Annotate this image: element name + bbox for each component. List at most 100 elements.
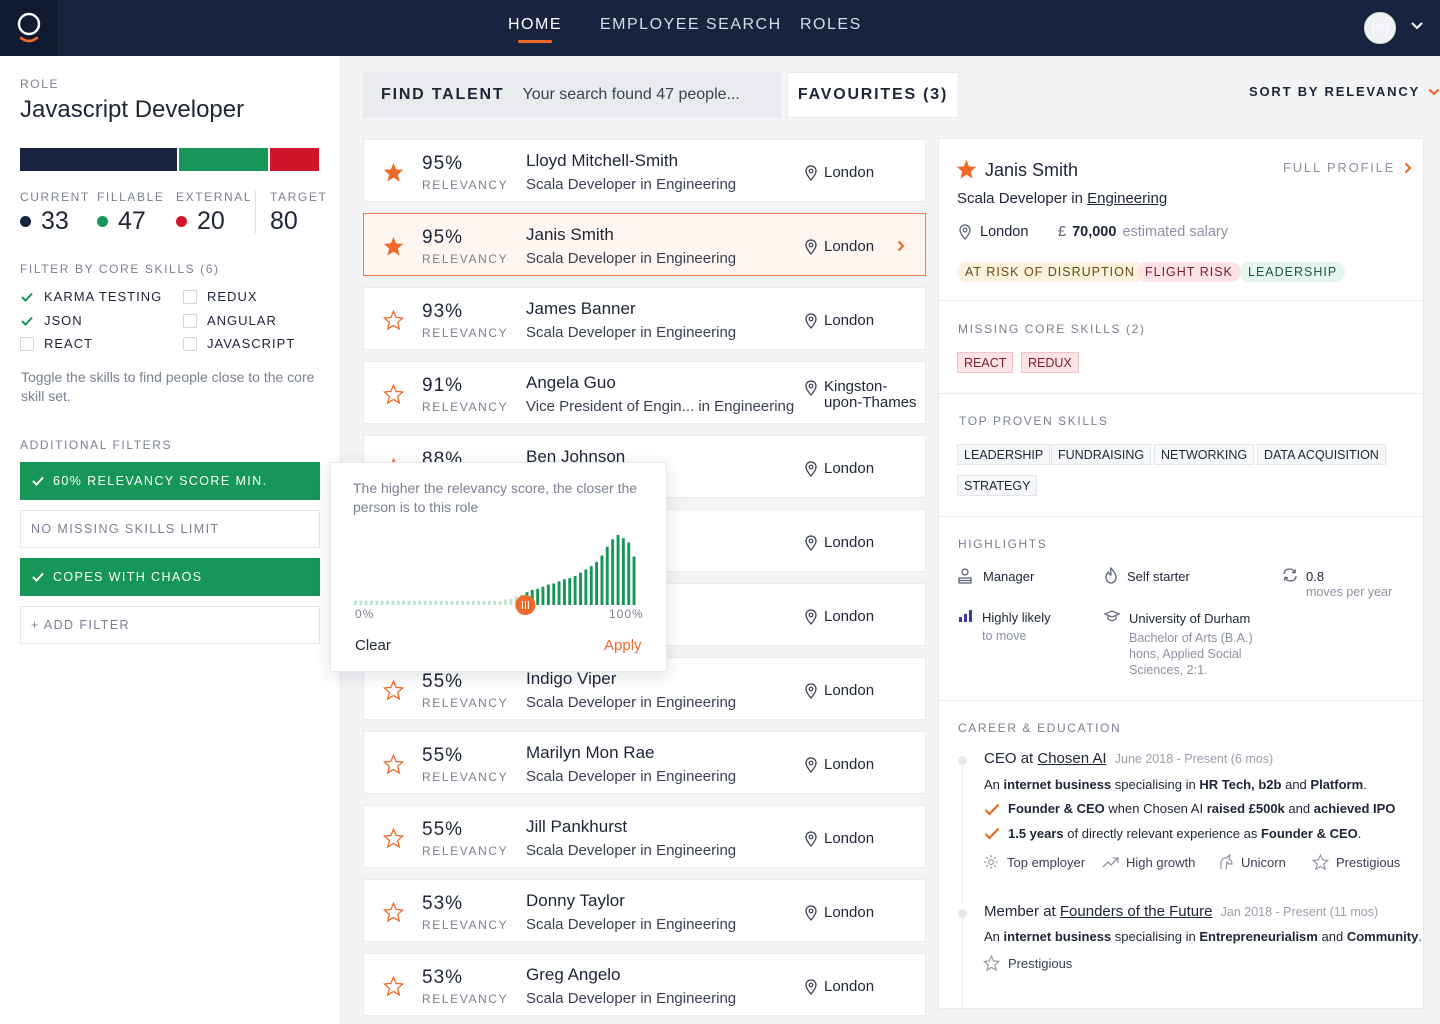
career-1-achievement-1: Founder & CEO when Chosen AI raised £500… (1008, 801, 1395, 816)
person-job: Scala Developer in Engineering (526, 768, 737, 785)
filter-copes-with-chaos[interactable]: COPES WITH CHAOS (20, 558, 320, 596)
relevancy-percent: 53% (422, 893, 464, 914)
star-outline-icon[interactable] (383, 828, 404, 848)
skill-json[interactable]: JSON (20, 313, 83, 328)
career-1-achievement-2: 1.5 years of directly relevant experienc… (1008, 826, 1361, 841)
checkbox[interactable] (20, 290, 34, 304)
full-profile-link[interactable]: FULL PROFILE (1283, 160, 1412, 175)
person-job: Scala Developer in Engineering (526, 324, 737, 341)
location-text: London (824, 164, 875, 181)
apply-button[interactable]: Apply (604, 637, 642, 654)
chevron-down-icon[interactable] (1410, 19, 1424, 33)
histogram-bar (396, 600, 400, 605)
star-outline-icon[interactable] (383, 902, 404, 922)
nav-employee-search[interactable]: EMPLOYEE SEARCH (600, 16, 782, 33)
star-filled-icon[interactable] (383, 162, 404, 182)
result-card[interactable]: 53% RELEVANCY Greg Angelo Scala Developer i… (363, 953, 926, 1016)
career-text: of directly relevant experience as (1067, 826, 1258, 841)
histogram-bar (514, 596, 518, 605)
skill-react[interactable]: REACT (20, 336, 93, 351)
star-outline-icon[interactable] (383, 976, 404, 996)
star-filled-icon[interactable] (956, 159, 977, 179)
skill-karma-testing[interactable]: KARMA TESTING (20, 289, 162, 304)
filter-missing-skills[interactable]: NO MISSING SKILLS LIMIT (20, 510, 320, 548)
checkbox[interactable] (183, 313, 197, 328)
star-outline-icon[interactable] (383, 310, 404, 330)
nav-home[interactable]: HOME (508, 16, 562, 43)
histogram-bar (418, 600, 422, 605)
role-title: Javascript Developer (20, 96, 245, 123)
profile-tag: FLIGHT RISK (1137, 262, 1241, 282)
skill-redux[interactable]: REDUX (183, 289, 258, 304)
top-nav-bar: HOME EMPLOYEE SEARCH ROLES MO (0, 0, 1440, 56)
career-1-company-link[interactable]: Chosen AI (1037, 750, 1107, 767)
badge-unicorn: Unicorn (1241, 855, 1286, 870)
tab-favourites[interactable]: FAVOURITES (3) (787, 72, 959, 118)
career-text: and (1288, 801, 1311, 816)
histogram-bar (552, 583, 556, 605)
result-card[interactable]: 55% RELEVANCY Indigo Viper Scala Developer … (363, 657, 926, 720)
career-text: An (984, 777, 1000, 792)
career-label: CAREER & EDUCATION (958, 721, 1122, 735)
career-text: specialising in (1114, 777, 1196, 792)
career-text: . (1357, 826, 1362, 841)
filter-relevancy-min[interactable]: 60% RELEVANCY SCORE MIN. (20, 462, 320, 500)
nav-roles[interactable]: ROLES (800, 16, 862, 33)
career-text: An (984, 929, 1000, 944)
histogram-bar (359, 600, 363, 605)
location-text: London (824, 830, 875, 847)
tab-find-talent-label: FIND TALENT (381, 86, 505, 103)
person-location: London (805, 460, 874, 477)
histogram-bar (621, 538, 625, 605)
histogram-bar (616, 535, 620, 605)
histogram-bar (530, 589, 534, 605)
person-location: London (805, 682, 874, 699)
checkbox[interactable] (183, 336, 197, 351)
checkbox[interactable] (183, 289, 197, 304)
result-card[interactable]: 55% RELEVANCY Jill Pankhurst Scala Develope… (363, 805, 926, 868)
profile-role-title: Scala Developer (957, 190, 1068, 207)
user-avatar[interactable]: MO (1364, 12, 1396, 44)
star-outline-icon[interactable] (383, 754, 404, 774)
add-filter-button[interactable]: + ADD FILTER (20, 606, 320, 644)
check-icon (984, 827, 1000, 840)
full-profile-label: FULL PROFILE (1283, 160, 1396, 175)
badge-prestigious: Prestigious (1336, 855, 1401, 870)
app-logo[interactable] (0, 0, 57, 56)
star-outline-icon[interactable] (383, 384, 404, 404)
career-2-company-link[interactable]: Founders of the Future (1059, 903, 1213, 920)
checkbox[interactable] (20, 336, 34, 351)
highlight-university: University of Durham (1129, 611, 1251, 626)
histogram-bar (632, 556, 636, 605)
result-card[interactable]: 91% RELEVANCY Angela Guo Vice President of … (363, 361, 926, 424)
timeline-line (962, 764, 963, 904)
relevancy-percent: 91% (422, 375, 464, 396)
career-text: HR Tech (1199, 777, 1252, 792)
career-text: . (1363, 777, 1367, 792)
department-link[interactable]: Engineering (1087, 190, 1168, 207)
relevancy-percent: 55% (422, 745, 464, 766)
sort-dropdown[interactable]: SORT BY RELEVANCY (1249, 84, 1440, 99)
histogram-bar (412, 600, 416, 605)
result-card[interactable]: 55% RELEVANCY Marilyn Mon Rae Scala Develop… (363, 731, 926, 794)
proven-skill-chip: NETWORKING (1154, 444, 1255, 465)
result-card[interactable]: 93% RELEVANCY James Banner Scala Developer … (363, 287, 926, 350)
manager-icon (958, 568, 972, 584)
skill-javascript[interactable]: JAVASCRIPT (183, 336, 295, 351)
star-filled-icon[interactable] (383, 236, 404, 256)
clear-button[interactable]: Clear (355, 637, 391, 654)
skill-angular[interactable]: ANGULAR (183, 313, 277, 328)
career-text: Founder & CEO (1008, 801, 1105, 816)
histogram-bar (375, 600, 379, 605)
career-text: and (1285, 777, 1307, 792)
person-location: London (805, 238, 874, 255)
tab-find-talent[interactable]: FIND TALENT Your search found 47 people.… (363, 72, 781, 118)
result-card[interactable]: 95% RELEVANCY Lloyd Mitchell-Smith Scala De… (363, 139, 926, 202)
result-card[interactable]: 95% RELEVANCY Janis Smith Scala Developer i… (363, 213, 926, 276)
star-outline-icon[interactable] (383, 680, 404, 700)
checkbox[interactable] (20, 314, 34, 328)
result-card[interactable]: 53% RELEVANCY Donny Taylor Scala Developer … (363, 879, 926, 942)
location-pin-icon (805, 165, 817, 181)
person-location: London (805, 904, 874, 921)
check-icon (21, 316, 33, 326)
